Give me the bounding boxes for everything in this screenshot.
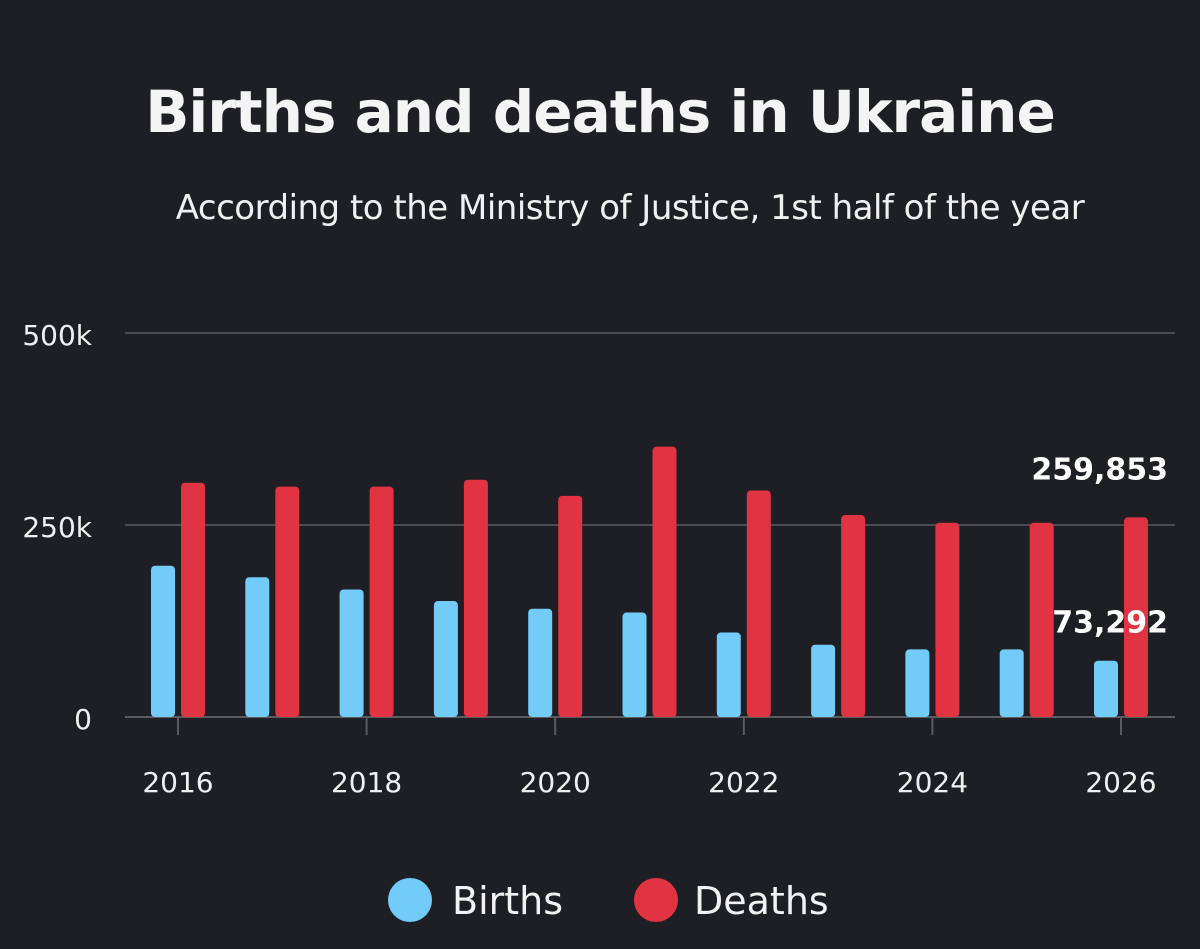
legend-swatch-births <box>388 878 432 922</box>
bar-births-2020 <box>528 608 553 717</box>
bar-births-2024 <box>905 649 930 717</box>
bar-deaths-2022 <box>746 490 771 717</box>
bar-births-2019 <box>433 601 458 717</box>
x-tick-label-2018: 2018 <box>331 766 402 799</box>
bar-births-2023 <box>811 644 836 717</box>
bar-deaths-2021 <box>652 446 677 717</box>
legend-swatch-deaths <box>634 878 678 922</box>
chart-title: Births and deaths in Ukraine <box>145 78 1056 146</box>
bar-deaths-2017 <box>275 486 300 717</box>
bar-deaths-2023 <box>841 515 866 717</box>
bar-births-2018 <box>339 589 364 717</box>
y-tick-label-250k: 250k <box>22 511 92 544</box>
bar-births-2022 <box>716 632 741 717</box>
bar-deaths-2020 <box>558 495 583 717</box>
bar-deaths-2019 <box>463 479 488 717</box>
legend-label-deaths: Deaths <box>694 879 829 923</box>
bar-deaths-2024 <box>935 522 960 717</box>
bar-births-2025 <box>999 649 1024 717</box>
data-label-births-2026: 73,292 <box>1052 606 1168 641</box>
bar-births-2021 <box>622 612 647 717</box>
bar-deaths-2016 <box>181 482 205 717</box>
x-tick-label-2024: 2024 <box>897 766 968 799</box>
y-tick-label-500k: 500k <box>22 319 92 352</box>
x-tick-label-2016: 2016 <box>142 766 213 799</box>
bar-births-2016 <box>151 565 175 717</box>
data-label-deaths-2026: 259,853 <box>1031 452 1168 487</box>
bar-deaths-2018 <box>369 486 394 717</box>
bar-births-2017 <box>245 577 270 717</box>
x-tick-label-2022: 2022 <box>708 766 779 799</box>
y-tick-label-0: 0 <box>74 703 92 736</box>
bar-deaths-2026 <box>1124 517 1148 717</box>
x-tick-label-2020: 2020 <box>520 766 591 799</box>
bar-births-2026 <box>1094 660 1118 717</box>
chart-subtitle: According to the Ministry of Justice, 1s… <box>175 188 1085 228</box>
bar-deaths-2025 <box>1029 522 1054 717</box>
x-tick-label-2026: 2026 <box>1085 766 1156 799</box>
legend-label-births: Births <box>452 879 563 923</box>
